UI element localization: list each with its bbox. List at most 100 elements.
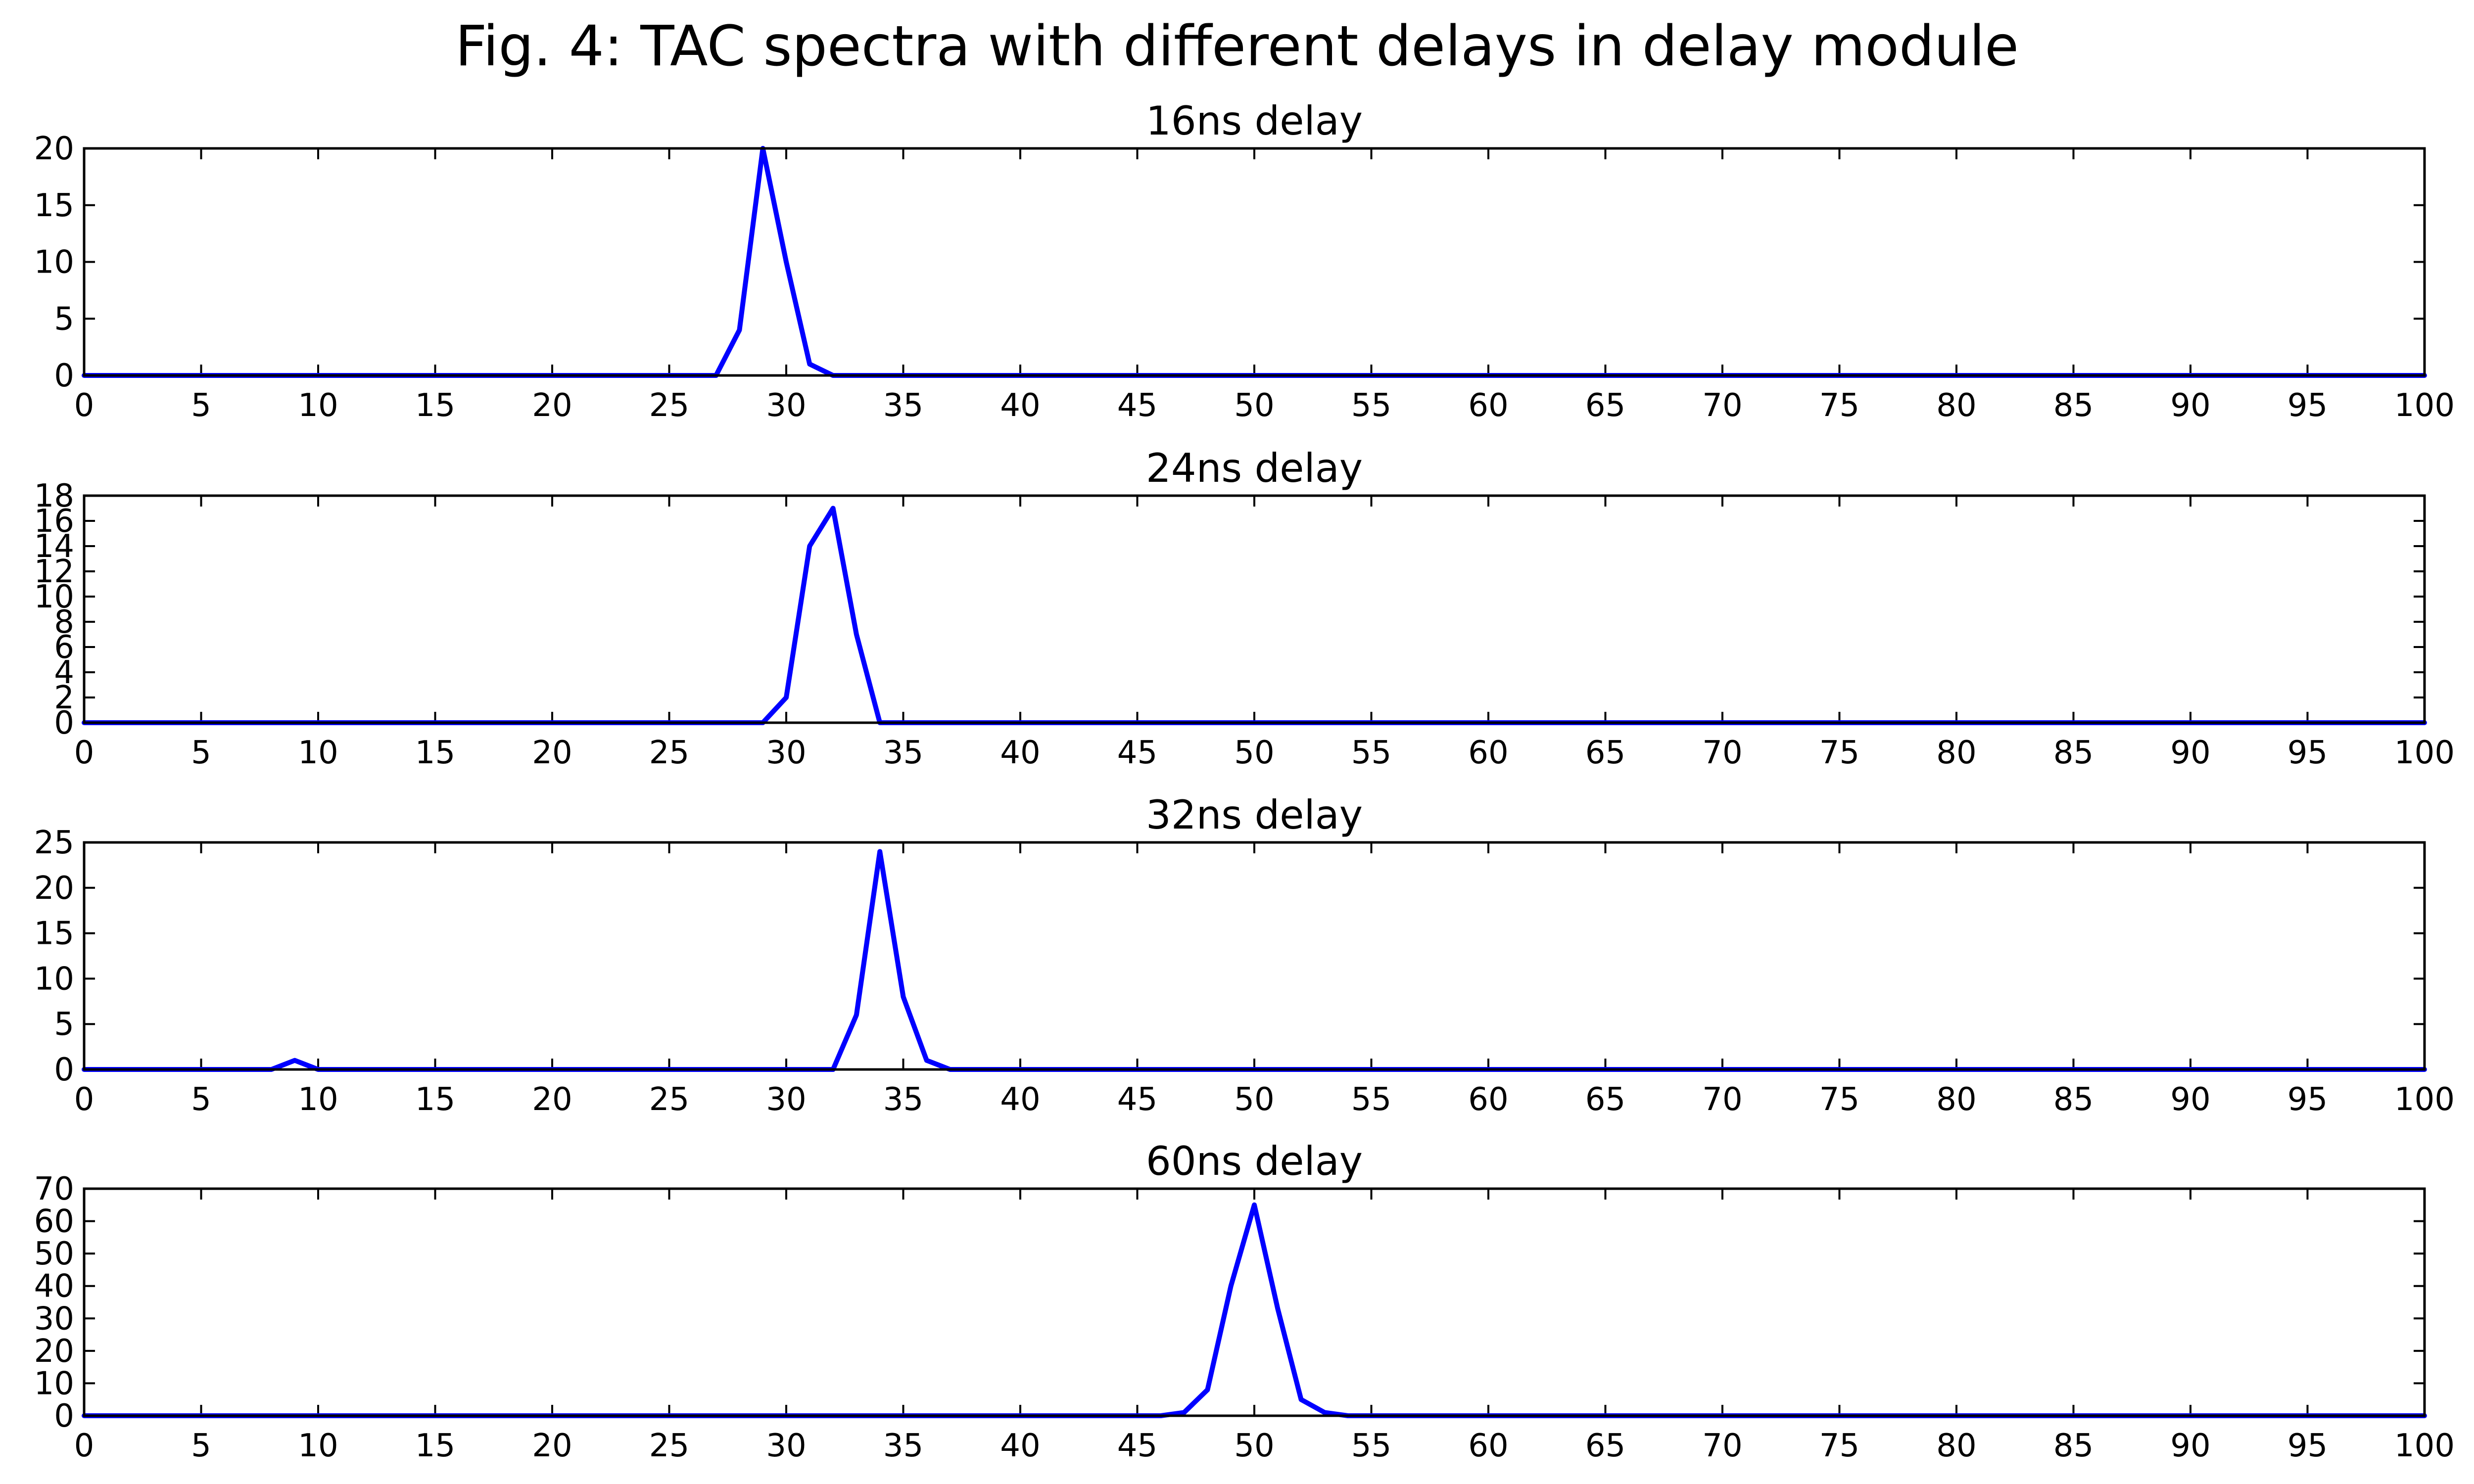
x-tick-label: 70 [1702,1428,1742,1464]
axes-frame [83,1187,2426,1417]
x-tick-label: 50 [1234,1081,1274,1118]
y-tick-label: 0 [54,705,74,742]
x-tick-label: 80 [1936,735,1976,771]
x-tick-label: 15 [415,1428,455,1464]
x-tick-label: 30 [766,1081,806,1118]
x-tick-label: 70 [1702,735,1742,771]
x-tick-label: 80 [1936,1428,1976,1464]
panel-title: 24ns delay [1146,445,1363,491]
x-tick-label: 10 [298,1081,338,1118]
y-tick-label: 10 [34,1365,74,1402]
x-tick-label: 25 [649,387,689,424]
x-tick-label: 20 [532,1081,572,1118]
y-tick-label: 12 [34,554,74,590]
x-tick-label: 25 [649,735,689,771]
x-tick-label: 85 [2053,1428,2093,1464]
x-tick-label: 90 [2170,1081,2210,1118]
x-tick-label: 40 [1000,387,1040,424]
x-tick-label: 20 [532,387,572,424]
x-tick-label: 50 [1234,387,1274,424]
x-tick-label: 100 [2394,1081,2455,1118]
x-tick-label: 25 [649,1428,689,1464]
panel-4: 60ns delay 0 5 10 15 20 25 30 35 40 45 50 55 60 65 70 75… [34,1138,2455,1464]
y-tick-label: 5 [54,301,74,337]
x-tick-label: 5 [191,1428,211,1464]
x-tick-label: 55 [1351,735,1391,771]
y-tick-label: 5 [54,1006,74,1043]
y-tick-label: 25 [34,825,74,861]
x-tick-label: 70 [1702,387,1742,424]
x-tick-label: 0 [74,735,95,771]
x-tick-label: 75 [1819,1428,1859,1464]
x-tick-label: 45 [1117,387,1157,424]
y-tick-label: 70 [34,1171,74,1207]
panel-title: 60ns delay [1146,1138,1363,1184]
x-tick-label: 50 [1234,1428,1274,1464]
figure-title: Fig. 4: TAC spectra with different delay… [455,14,2019,79]
y-tick-label: 60 [34,1204,74,1240]
x-tick-label: 65 [1585,735,1625,771]
x-tick-label: 65 [1585,1081,1625,1118]
x-tick-label: 60 [1468,735,1508,771]
axes-frame [83,494,2426,724]
x-tick-label: 10 [298,735,338,771]
x-tick-label: 95 [2287,1428,2328,1464]
y-tick-label: 4 [54,654,74,691]
y-tick-label: 14 [34,528,74,565]
x-tick-label: 35 [883,1428,923,1464]
x-tick-label: 75 [1819,735,1859,771]
x-tick-label: 35 [883,735,923,771]
x-tick-label: 30 [766,735,806,771]
x-tick-label: 10 [298,387,338,424]
y-tick-label: 6 [54,629,74,666]
x-tick-label: 90 [2170,735,2210,771]
series-line [82,849,2427,1072]
y-tick-label: 8 [54,604,74,641]
x-tick-label: 15 [415,1081,455,1118]
x-tick-label: 5 [191,735,211,771]
x-tick-label: 25 [649,1081,689,1118]
x-tick-label: 100 [2394,735,2455,771]
x-tick-label: 90 [2170,1428,2210,1464]
x-tick-label: 75 [1819,1081,1859,1118]
y-tick-label: 16 [34,503,74,540]
x-tick-label: 40 [1000,735,1040,771]
x-tick-label: 0 [74,1428,95,1464]
x-tick-label: 70 [1702,1081,1742,1118]
x-tick-label: 95 [2287,735,2328,771]
y-tick-label: 0 [54,1052,74,1088]
x-tick-label: 20 [532,735,572,771]
panel-title: 16ns delay [1146,98,1363,144]
x-tick-label: 20 [532,1428,572,1464]
x-tick-label: 65 [1585,1428,1625,1464]
x-tick-label: 30 [766,387,806,424]
x-tick-label: 90 [2170,387,2210,424]
series-line [82,146,2427,378]
y-tick-label: 20 [34,131,74,167]
panel-title: 32ns delay [1146,792,1363,838]
y-tick-label: 10 [34,244,74,281]
series-line [82,1202,2427,1418]
y-tick-label: 30 [34,1300,74,1337]
y-tick-label: 20 [34,1333,74,1370]
x-tick-label: 75 [1819,387,1859,424]
x-tick-label: 50 [1234,735,1274,771]
x-tick-label: 0 [74,1081,95,1118]
x-tick-label: 60 [1468,1428,1508,1464]
x-tick-label: 80 [1936,1081,1976,1118]
x-tick-label: 55 [1351,1081,1391,1118]
y-tick-label: 15 [34,187,74,224]
x-tick-label: 10 [298,1428,338,1464]
x-tick-label: 95 [2287,387,2328,424]
x-tick-label: 80 [1936,387,1976,424]
axes-frame [83,147,2426,377]
y-tick-label: 10 [34,579,74,615]
x-tick-label: 85 [2053,735,2093,771]
x-tick-label: 30 [766,1428,806,1464]
x-tick-label: 65 [1585,387,1625,424]
series-line [82,506,2427,725]
y-tick-label: 10 [34,961,74,997]
